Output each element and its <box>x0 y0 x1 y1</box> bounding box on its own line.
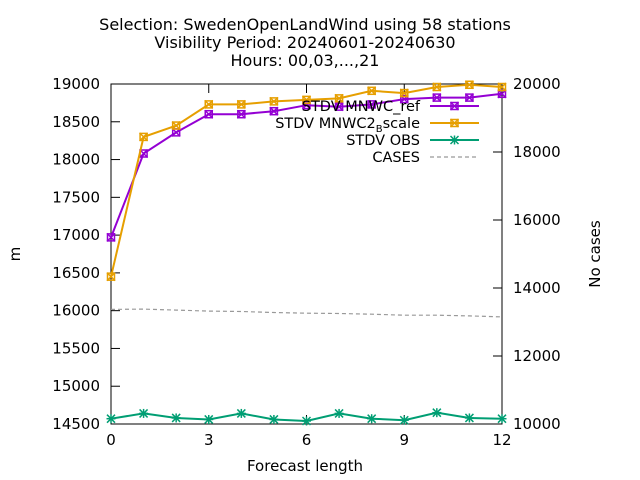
legend-entry-2: STDV OBS <box>346 133 479 149</box>
y-tick-label: 18000 <box>52 151 100 169</box>
series-line-3 <box>110 308 503 318</box>
y-tick-label: 17000 <box>52 226 100 244</box>
y2-tick-label: 10000 <box>513 415 561 433</box>
legend-entry-0: STDV MNWC_ref <box>302 99 479 115</box>
chart-axis-labels: Forecast length m No cases <box>6 220 604 475</box>
legend-entry-3: CASES <box>372 150 479 166</box>
data-point-1-0 <box>106 272 116 282</box>
legend-marker-2 <box>449 135 460 145</box>
data-point-0-10 <box>432 93 442 103</box>
data-point-2-9 <box>399 415 409 425</box>
data-point-0-7 <box>334 102 344 112</box>
chart-ticks: 14500 15000 15500 16000 16500 17000 17500 18000… <box>52 75 560 449</box>
data-point-1-3 <box>204 99 214 109</box>
y-tick-label: 18500 <box>52 113 100 131</box>
data-point-2-11 <box>464 413 474 423</box>
y2-axis-label: No cases <box>586 220 604 288</box>
data-point-1-8 <box>367 86 377 96</box>
data-point-2-8 <box>367 414 377 424</box>
data-point-1-6 <box>301 95 312 105</box>
legend-label-0: STDV MNWC_ref <box>302 99 421 115</box>
y-tick-label: 16500 <box>52 264 100 282</box>
x-tick-label: 6 <box>302 431 312 449</box>
title-line-2: Visibility Period: 20240601-20240630 <box>154 33 455 52</box>
legend-label-3: CASES <box>372 150 420 166</box>
data-point-0-8 <box>367 99 377 109</box>
data-point-1-10 <box>432 82 442 92</box>
data-point-2-7 <box>334 408 344 418</box>
legend-marker-1 <box>449 118 460 128</box>
data-point-0-4 <box>236 109 246 119</box>
y-tick-label: 15500 <box>52 339 100 357</box>
x-tick-label: 12 <box>492 431 511 449</box>
data-point-1-7 <box>334 93 344 103</box>
data-point-2-6 <box>301 416 312 426</box>
data-point-2-2 <box>171 413 181 423</box>
data-point-0-5 <box>269 106 279 116</box>
data-point-0-11 <box>464 93 474 103</box>
x-axis-label: Forecast length <box>247 457 363 475</box>
title-line-3: Hours: 00,03,...,21 <box>231 51 380 70</box>
data-point-1-4 <box>236 99 246 109</box>
data-point-1-9 <box>399 88 409 98</box>
series-2 <box>106 408 507 426</box>
data-point-2-12 <box>497 414 507 424</box>
y-tick-label: 16000 <box>52 302 100 320</box>
series-3 <box>110 308 503 318</box>
data-point-2-4 <box>236 408 246 418</box>
y-tick-label: 15000 <box>52 377 100 395</box>
y-tick-label: 14500 <box>52 415 100 433</box>
x-tick-label: 3 <box>204 431 214 449</box>
chart-series <box>106 80 507 426</box>
y2-tick-label: 20000 <box>513 75 561 93</box>
legend-entry-1: STDV MNWC2Bscale <box>275 116 479 135</box>
legend-label-1: STDV MNWC2Bscale <box>275 116 420 135</box>
data-point-1-11 <box>464 80 474 90</box>
legend-marker-0 <box>449 101 460 111</box>
chart-title: Selection: SwedenOpenLandWind using 58 s… <box>99 15 511 70</box>
data-point-0-3 <box>204 109 214 119</box>
data-point-1-5 <box>269 96 279 106</box>
data-point-2-3 <box>204 414 214 424</box>
y2-tick-label: 18000 <box>513 143 561 161</box>
y2-tick-label: 14000 <box>513 279 561 297</box>
data-point-1-2 <box>171 121 181 131</box>
y-axis-label: m <box>6 247 24 262</box>
y2-tick-label: 12000 <box>513 347 561 365</box>
plot-frame <box>110 83 503 425</box>
y2-tick-label: 16000 <box>513 211 561 229</box>
y-tick-label: 19000 <box>52 75 100 93</box>
data-point-0-0 <box>106 232 116 242</box>
data-point-2-10 <box>432 408 442 418</box>
x-tick-label: 0 <box>106 431 116 449</box>
data-point-2-1 <box>139 408 149 418</box>
data-point-1-1 <box>139 132 149 142</box>
data-point-2-5 <box>269 414 279 424</box>
title-line-1: Selection: SwedenOpenLandWind using 58 s… <box>99 15 511 34</box>
series-1 <box>106 80 507 282</box>
legend-label-2: STDV OBS <box>346 133 420 149</box>
y-tick-label: 17500 <box>52 188 100 206</box>
data-point-2-0 <box>106 414 116 424</box>
x-tick-label: 9 <box>399 431 409 449</box>
data-point-1-12 <box>497 82 507 92</box>
chart-axes <box>110 83 503 425</box>
